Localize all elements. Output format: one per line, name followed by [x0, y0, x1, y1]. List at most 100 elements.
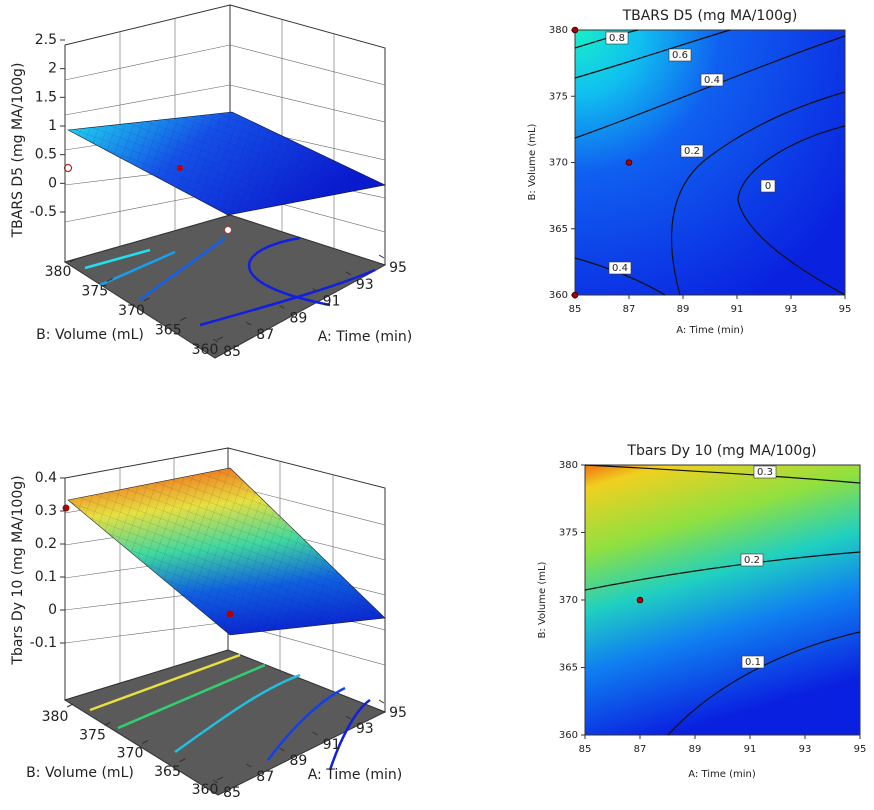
z-tick-label: 1 — [48, 118, 57, 134]
x-tick-label: 91 — [323, 737, 341, 753]
contour-panel-2: 0.3 0.2 0.1 Tbars Dy 10 (mg MA/100g) A: … — [537, 443, 861, 780]
design-point — [62, 504, 70, 512]
surface-panel-1: TBARS D5 (mg MA/100g) B: Volume (mL) A: … — [10, 4, 413, 359]
x-tick-label: 85 — [223, 344, 241, 360]
x-tick-label: 95 — [389, 705, 407, 721]
y-tick-label: 360 — [559, 730, 578, 741]
y-tick-label: 375 — [549, 91, 568, 102]
z-tick-label: -0.1 — [30, 635, 57, 651]
y-axis-title: B: Volume (mL) — [527, 123, 538, 200]
contour-label: 0.4 — [612, 263, 628, 274]
x-axis-title: A: Time (min) — [318, 329, 413, 345]
x-tick-label: 89 — [289, 753, 307, 769]
y-tick — [104, 721, 111, 726]
y-axis-title: B: Volume (mL) — [26, 765, 134, 781]
x-tick-label: 89 — [677, 304, 690, 315]
y-tick-label: 365 — [154, 764, 181, 780]
x-tick — [378, 699, 385, 704]
design-point — [177, 165, 183, 171]
x-tick-label: 93 — [356, 721, 374, 737]
contour-line — [584, 464, 861, 484]
x-tick — [279, 747, 285, 752]
x-tick-label: 85 — [569, 304, 582, 315]
design-point — [625, 159, 633, 166]
contour-label-box — [605, 31, 629, 45]
floor-contours — [84, 236, 376, 327]
y-tick-label: 380 — [45, 264, 72, 280]
z-tick-label: 0.1 — [35, 569, 57, 585]
z-tick-label: 0 — [48, 602, 57, 618]
chart-title: TBARS D5 (mg MA/100g) — [622, 8, 798, 24]
z-tick-label: -0.5 — [30, 204, 57, 220]
y-tick-label: 360 — [192, 782, 219, 798]
y-tick-label: 380 — [559, 460, 578, 471]
y-axis-title: B: Volume (mL) — [537, 561, 548, 638]
x-tick-label: 87 — [634, 744, 647, 755]
x-tick-label: 91 — [744, 744, 757, 755]
z-axis-title: TBARS D5 (mg MA/100g) — [10, 63, 26, 239]
x-tick — [312, 288, 318, 293]
y-tick-label: 375 — [559, 528, 578, 539]
contour-label-box — [700, 73, 724, 87]
z-tick-label: 0.2 — [35, 536, 57, 552]
design-point — [64, 164, 72, 172]
y-tick-label: 380 — [42, 709, 69, 725]
y-tick — [216, 336, 224, 341]
contour-line — [667, 631, 861, 736]
x-tick-label: 93 — [799, 744, 812, 755]
x-tick-label: 93 — [356, 277, 374, 293]
z-tick-label: 1.5 — [35, 89, 57, 105]
surface-mesh — [68, 468, 385, 635]
contour-label-box — [680, 144, 704, 158]
surface-mesh — [68, 112, 385, 215]
contour-line — [584, 551, 861, 591]
contour-label: 0.6 — [672, 50, 688, 61]
y-tick-label: 370 — [549, 158, 568, 169]
z-tick-label: 0.3 — [35, 503, 57, 519]
contour-label-box — [753, 465, 777, 479]
z-tick-label: 2.5 — [35, 32, 57, 48]
contour-line — [574, 35, 846, 139]
y-tick — [216, 776, 224, 781]
z-tick-label: 0 — [48, 175, 57, 191]
contour-panel-1: 0.8 0.6 0.4 0.2 0 0.4 TBARS D5 (mg MA/10… — [527, 8, 846, 336]
chart-title: Tbars Dy 10 (mg MA/100g) — [626, 443, 816, 459]
y-tick-label: 365 — [549, 224, 568, 235]
x-tick-label: 93 — [785, 304, 798, 315]
y-tick-label: 370 — [559, 595, 578, 606]
contour-label-box — [760, 179, 776, 193]
x-tick — [245, 321, 252, 326]
contour-line — [737, 125, 846, 296]
y-tick-label: 365 — [155, 323, 182, 339]
contour-label: 0.2 — [684, 146, 700, 157]
y-tick-label: 360 — [192, 342, 219, 358]
x-tick-label: 87 — [256, 327, 274, 343]
x-tick-label: 95 — [389, 260, 407, 276]
x-tick-label: 95 — [854, 744, 867, 755]
contour-label: 0.1 — [745, 657, 761, 668]
x-tick-label: 91 — [323, 294, 341, 310]
y-tick-label: 360 — [549, 290, 568, 301]
x-axis-title: A: Time (min) — [688, 769, 756, 780]
design-point — [571, 291, 579, 299]
y-tick-label: 375 — [81, 284, 108, 300]
design-point — [571, 26, 579, 34]
contour-label-box — [668, 48, 692, 62]
contour-label: 0 — [765, 181, 771, 192]
y-tick-label: 370 — [117, 746, 144, 762]
design-point — [636, 596, 644, 604]
contour-label-box — [741, 655, 765, 669]
floor-contours — [89, 653, 371, 771]
design-point — [226, 610, 234, 618]
x-axis-title: A: Time (min) — [676, 325, 744, 336]
y-tick — [141, 740, 149, 744]
x-tick-label: 85 — [223, 785, 241, 801]
y-tick-label: 375 — [79, 727, 106, 743]
plot-area — [584, 464, 861, 736]
y-tick-label: 365 — [559, 663, 578, 674]
y-tick — [69, 258, 77, 263]
x-tick-label: 89 — [289, 310, 307, 326]
design-point — [224, 226, 232, 234]
z-tick-label: 2 — [48, 61, 57, 77]
